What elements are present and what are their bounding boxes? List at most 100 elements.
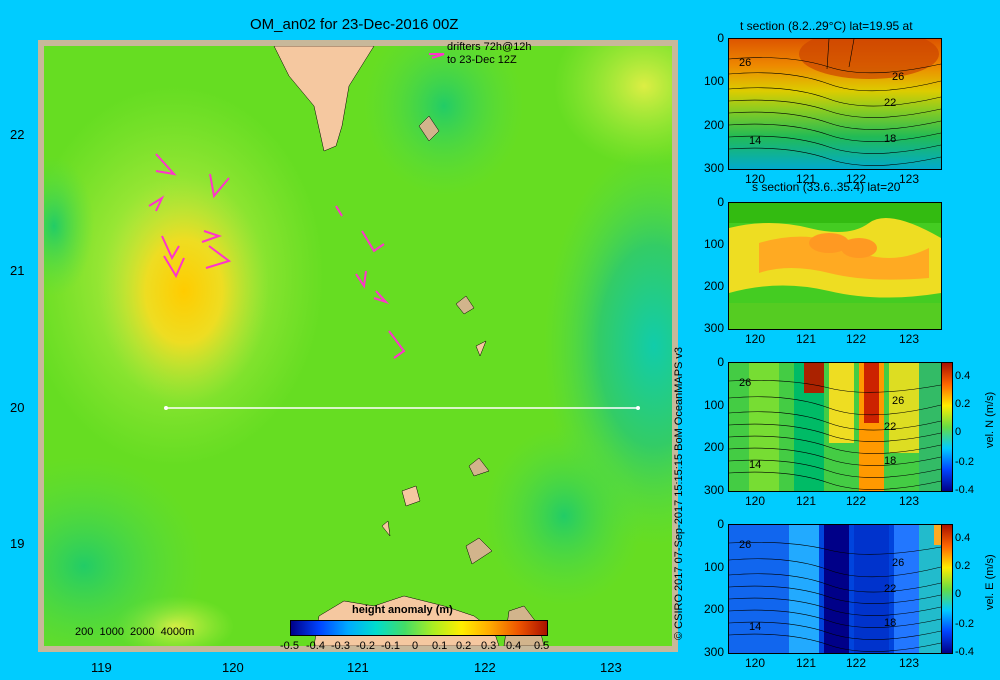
- land-island: [455, 295, 475, 315]
- contour-label: 14: [749, 135, 762, 147]
- section-depth-tick: 300: [703, 483, 724, 497]
- lon-tick: 122: [474, 660, 496, 675]
- cbar-tick: 0: [955, 426, 962, 438]
- section-depth-tick: 200: [703, 602, 724, 617]
- colorbar: [290, 620, 548, 636]
- colorbar-tick: 0.1: [432, 640, 448, 652]
- lon-tick: 123: [600, 660, 622, 675]
- colorbar-tick: -0.3: [331, 640, 350, 652]
- section-lon-tick: 121: [796, 332, 817, 346]
- contour-label: 26: [739, 539, 752, 551]
- section-line-end: [636, 406, 640, 410]
- velocity-east-section[interactable]: 26 26 22 18 14: [728, 524, 942, 654]
- section-depth-tick: 100: [703, 559, 724, 574]
- section-lon-tick: 123: [899, 172, 920, 186]
- main-map[interactable]: [44, 46, 672, 646]
- warm-anomaly-core: [99, 176, 269, 406]
- map-canvas: [44, 46, 672, 646]
- lat-tick: 20: [10, 400, 25, 415]
- velocity-north-colorbar-label: vel. N (m/s): [984, 391, 996, 448]
- section-title: t section (8.2..29°C) lat=19.95 at: [740, 19, 913, 33]
- colorbar-tick: 0.4: [506, 640, 522, 652]
- cbar-tick: -0.2: [955, 456, 974, 468]
- contour-label: 26: [892, 395, 905, 407]
- credit-text: © CSIRO 2017 07-Sep-2017 15:15:15 BoM Oc…: [673, 346, 685, 640]
- section-lon-tick: 121: [796, 494, 817, 508]
- section-depth-tick: 0: [717, 517, 724, 531]
- cbar-tick: 0: [955, 588, 962, 600]
- map-title: OM_an02 for 23-Dec-2016 00Z: [250, 16, 459, 33]
- section-depth-tick: 200: [703, 440, 724, 455]
- lat-tick: 19: [10, 536, 25, 551]
- velocity-north-colorbar: [941, 362, 953, 492]
- drifters-label-line2: to 23-Dec 12Z: [447, 54, 517, 66]
- contour-label: 22: [884, 97, 897, 109]
- colorbar-tick: -0.2: [356, 640, 375, 652]
- section-line-start: [164, 406, 168, 410]
- colorbar-title: height anomaly (m): [352, 604, 453, 616]
- section-depth-tick: 0: [717, 31, 724, 45]
- cool-anomaly-se: [484, 426, 644, 606]
- cbar-tick: 0.2: [955, 398, 971, 410]
- drifter-tracks: [148, 53, 445, 359]
- salinity-section[interactable]: [728, 202, 942, 330]
- cbar-tick: 0.4: [955, 532, 971, 544]
- land-island: [381, 520, 391, 537]
- drifters-label-line1: drifters 72h@12h: [447, 41, 532, 53]
- section-depth-tick: 100: [703, 74, 724, 89]
- lon-tick: 121: [347, 660, 369, 675]
- contour-label: 14: [749, 621, 762, 633]
- cbar-tick: -0.4: [955, 484, 974, 496]
- colorbar-tick: 0.2: [456, 640, 472, 652]
- cbar-tick: -0.4: [955, 646, 974, 658]
- velocity-east-colorbar: [941, 524, 953, 654]
- velocity-east-canvas: [729, 525, 941, 653]
- land-island: [401, 485, 421, 507]
- contour-label: 26: [892, 71, 905, 83]
- section-depth-tick: 0: [717, 195, 724, 209]
- section-depth-tick: 200: [703, 117, 724, 132]
- section-depth-tick: 300: [703, 321, 724, 335]
- land-island: [465, 537, 493, 565]
- section-depth-tick: 100: [703, 397, 724, 412]
- colorbar-tick: -0.1: [381, 640, 400, 652]
- salinity-section-canvas: [729, 203, 941, 329]
- contour-label: 26: [739, 377, 752, 389]
- lat-tick: 22: [10, 127, 25, 142]
- contour-label: 14: [749, 459, 762, 471]
- depth-legend: 200 1000 2000 4000m: [75, 626, 195, 638]
- section-depth-tick: 300: [703, 645, 724, 659]
- cbar-tick: 0.4: [955, 370, 971, 382]
- colorbar-tick: 0.5: [534, 640, 550, 652]
- cbar-tick: 0.2: [955, 560, 971, 572]
- contour-label: 26: [739, 57, 752, 69]
- section-depth-tick: 200: [703, 279, 724, 293]
- velocity-east-colorbar-label: vel. E (m/s): [984, 554, 996, 610]
- section-lon-tick: 121: [796, 172, 817, 186]
- land-taiwan: [273, 46, 375, 152]
- colorbar-tick: 0: [412, 640, 419, 652]
- section-lon-tick: 122: [846, 656, 867, 670]
- section-lon-tick: 123: [899, 494, 920, 508]
- colorbar-tick: 0.3: [481, 640, 497, 652]
- cool-anomaly-north: [364, 46, 524, 196]
- section-lon-tick: 122: [846, 494, 867, 508]
- land-island: [475, 340, 487, 357]
- section-lon-tick: 123: [899, 656, 920, 670]
- section-lon-tick: 120: [745, 494, 766, 508]
- section-lon-tick: 121: [796, 656, 817, 670]
- section-lon-tick: 120: [745, 172, 766, 186]
- colorbar-ticks: -0.5 -0.4 -0.3 -0.2 -0.1 0 0.1 0.2 0.3 0…: [280, 640, 560, 652]
- section-title: s section (33.6..35.4) lat=20: [752, 180, 901, 194]
- temperature-section-canvas: [729, 39, 941, 169]
- lon-tick: 119: [91, 660, 112, 675]
- velocity-north-section[interactable]: 26 26 22 18 14: [728, 362, 942, 492]
- section-depth-tick: 300: [703, 161, 724, 175]
- contour-label: 26: [892, 557, 905, 569]
- section-depth-tick: 0: [717, 355, 724, 369]
- colorbar-tick: -0.5: [280, 640, 299, 652]
- land-island: [418, 115, 440, 142]
- temperature-section[interactable]: 26 26 22 18 14: [728, 38, 942, 170]
- cbar-tick: -0.2: [955, 618, 974, 630]
- section-depth-tick: 100: [703, 237, 724, 251]
